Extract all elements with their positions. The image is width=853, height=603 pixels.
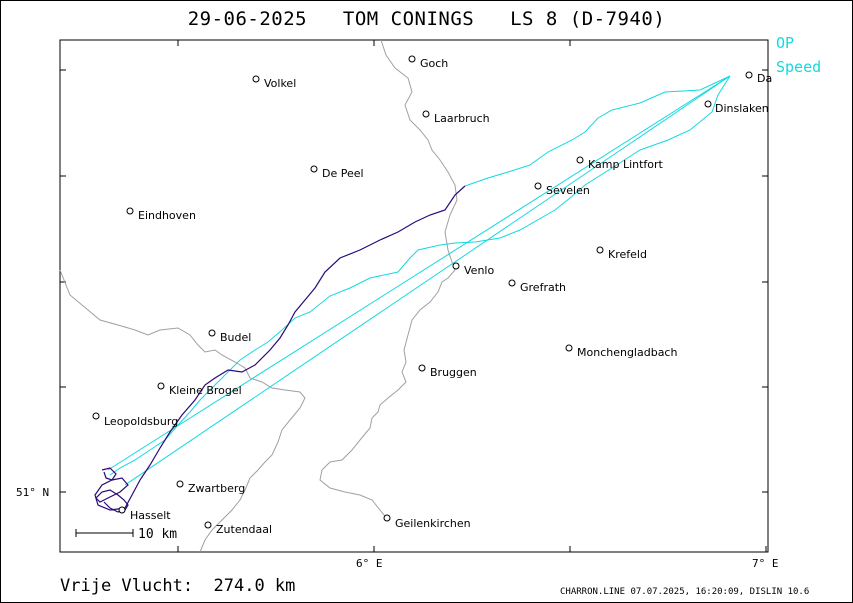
svg-text:Goch: Goch — [420, 57, 448, 70]
city-venlo: Venlo — [452, 262, 494, 277]
city-laarbruch: Laarbruch — [422, 110, 490, 125]
legend-speed: Speed — [776, 58, 822, 76]
svg-text:Bruggen: Bruggen — [430, 366, 477, 379]
city-eindhoven: Eindhoven — [126, 207, 196, 222]
city-volkel: Volkel — [252, 75, 296, 90]
svg-text:Zwartberg: Zwartberg — [188, 482, 245, 495]
svg-text:Kleine Brogel: Kleine Brogel — [169, 384, 242, 397]
flight-title: 29-06-2025 TOM CONINGS LS 8 (D-7940) — [0, 8, 853, 30]
city-dinslaken: Dinslaken — [704, 100, 769, 115]
city-zwartberg: Zwartberg — [176, 480, 245, 495]
svg-text:Sevelen: Sevelen — [546, 184, 590, 197]
svg-text:Krefeld: Krefeld — [608, 248, 647, 261]
city-goch: Goch — [408, 55, 448, 70]
track-cyan-return — [109, 75, 731, 476]
svg-text:Da: Da — [757, 72, 772, 85]
svg-text:Geilenkirchen: Geilenkirchen — [395, 517, 471, 530]
svg-text:Zutendaal: Zutendaal — [216, 523, 272, 536]
track-cyan-loop — [464, 75, 731, 187]
country-borders — [59, 39, 458, 553]
track-cyan-straight-out — [107, 75, 731, 471]
svg-text:Laarbruch: Laarbruch — [434, 112, 490, 125]
city-kamp-lintfort: Kamp Lintfort — [576, 156, 664, 171]
track-dark-knot — [101, 467, 117, 481]
scale-label: 10 km — [138, 527, 177, 542]
track-dark-start — [94, 477, 129, 513]
pilot-name: TOM CONINGS — [342, 8, 475, 30]
city-monchengladbach: Monchengladbach — [565, 344, 677, 359]
svg-text:Leopoldsburg: Leopoldsburg — [104, 415, 178, 428]
software-label: CHARRON.LINE 07.07.2025, 16:20:09, DISLI… — [560, 587, 810, 597]
map-frame — [59, 39, 769, 553]
city-sevelen: Sevelen — [534, 182, 590, 197]
distance-label: Vrije Vlucht: 274.0 km — [60, 576, 296, 596]
glider-name: LS 8 (D-7940) — [510, 8, 666, 30]
legend-op: OP — [776, 34, 795, 52]
svg-text:Eindhoven: Eindhoven — [138, 209, 196, 222]
track-dark — [94, 185, 466, 513]
city-budel: Budel — [208, 329, 251, 344]
border-nl-de — [319, 39, 458, 521]
svg-text:Monchengladbach: Monchengladbach — [577, 346, 677, 359]
city-krefeld: Krefeld — [596, 246, 647, 261]
city-da: Da — [745, 71, 772, 85]
svg-text:Volkel: Volkel — [264, 77, 296, 90]
city-bruggen: Bruggen — [418, 364, 477, 379]
svg-text:De Peel: De Peel — [322, 167, 364, 180]
svg-text:Venlo: Venlo — [464, 264, 494, 277]
track-dark-main — [124, 185, 466, 509]
lat-label: 51° N — [16, 486, 49, 499]
svg-text:Hasselt: Hasselt — [130, 509, 171, 522]
city-de-peel: De Peel — [310, 165, 364, 180]
city-kleine-brogel: Kleine Brogel — [157, 382, 242, 397]
svg-text:Dinslaken: Dinslaken — [715, 102, 769, 115]
svg-text:Kamp Lintfort: Kamp Lintfort — [588, 158, 664, 171]
flight-date: 29-06-2025 — [187, 8, 308, 30]
city-hasselt: Hasselt — [118, 506, 171, 522]
city-markers: Goch Volkel Laarbruch Dinslaken Da Kamp … — [92, 55, 772, 536]
svg-text:Grefrath: Grefrath — [520, 281, 566, 294]
track-cyan-straight-back — [124, 75, 731, 486]
border-nl-be — [59, 269, 306, 553]
city-zutendaal: Zutendaal — [204, 521, 272, 536]
scale-bar: 10 km — [75, 527, 177, 542]
axis-ticks — [60, 40, 768, 552]
lon-label-6: 6° E — [356, 557, 383, 570]
city-geilenkirchen: Geilenkirchen — [383, 514, 471, 530]
track-cyan — [107, 75, 731, 486]
city-leopoldsburg: Leopoldsburg — [92, 412, 178, 428]
lon-label-7: 7° E — [752, 557, 779, 570]
city-grefrath: Grefrath — [508, 279, 566, 294]
svg-text:Budel: Budel — [220, 331, 251, 344]
